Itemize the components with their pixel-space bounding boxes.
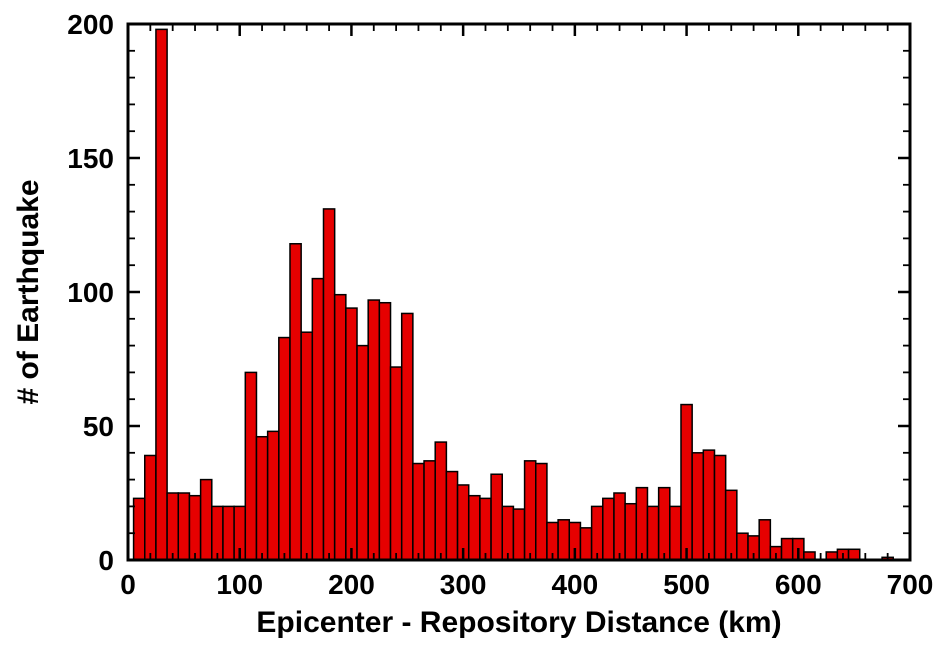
bar	[357, 346, 368, 560]
bar	[737, 533, 748, 560]
bar	[603, 498, 614, 560]
bar	[513, 509, 524, 560]
bar	[435, 442, 446, 560]
bar	[759, 520, 770, 560]
chart-svg: 0100200300400500600700Epicenter - Reposi…	[0, 0, 949, 648]
y-tick-label: 150	[67, 143, 114, 174]
bar	[301, 332, 312, 560]
x-tick-label: 500	[663, 569, 710, 600]
bar	[167, 493, 178, 560]
bar	[446, 472, 457, 560]
bar	[782, 539, 793, 560]
bar	[580, 528, 591, 560]
bar	[402, 313, 413, 560]
y-tick-label: 100	[67, 277, 114, 308]
y-tick-label: 0	[98, 545, 114, 576]
bar	[335, 295, 346, 560]
bar	[178, 493, 189, 560]
bar	[201, 480, 212, 560]
bar	[849, 549, 860, 560]
bar	[413, 464, 424, 560]
bar	[703, 450, 714, 560]
bar	[268, 431, 279, 560]
bar	[614, 493, 625, 560]
y-tick-label: 200	[67, 9, 114, 40]
bar	[346, 308, 357, 560]
bar	[636, 488, 647, 560]
bar	[502, 506, 513, 560]
bar	[212, 506, 223, 560]
bar	[145, 455, 156, 560]
bar	[424, 461, 435, 560]
bar	[659, 488, 670, 560]
bar	[189, 496, 200, 560]
bar	[368, 300, 379, 560]
bar	[536, 464, 547, 560]
bar	[670, 506, 681, 560]
bar	[469, 496, 480, 560]
x-tick-label: 700	[887, 569, 934, 600]
bar	[491, 474, 502, 560]
x-tick-label: 100	[216, 569, 263, 600]
bar	[134, 498, 145, 560]
bar	[379, 303, 390, 560]
bar	[156, 29, 167, 560]
bar	[692, 453, 703, 560]
x-axis-label: Epicenter - Repository Distance (km)	[256, 606, 781, 639]
y-tick-label: 50	[83, 411, 114, 442]
bar	[625, 504, 636, 560]
bar	[715, 455, 726, 560]
bar	[256, 437, 267, 560]
x-tick-label: 300	[440, 569, 487, 600]
x-tick-label: 0	[120, 569, 136, 600]
bar	[391, 367, 402, 560]
bar	[592, 506, 603, 560]
bar	[480, 498, 491, 560]
bar	[279, 338, 290, 560]
bar	[312, 279, 323, 560]
histogram-chart: 0100200300400500600700Epicenter - Reposi…	[0, 0, 949, 648]
bar	[324, 209, 335, 560]
bar	[558, 520, 569, 560]
bar	[245, 372, 256, 560]
bar	[726, 490, 737, 560]
x-tick-label: 600	[775, 569, 822, 600]
y-axis-label: # of Earthquake	[12, 179, 45, 404]
x-tick-label: 400	[551, 569, 598, 600]
bar	[290, 244, 301, 560]
x-tick-label: 200	[328, 569, 375, 600]
bar	[647, 506, 658, 560]
bar	[525, 461, 536, 560]
bar	[681, 405, 692, 560]
bar	[223, 506, 234, 560]
